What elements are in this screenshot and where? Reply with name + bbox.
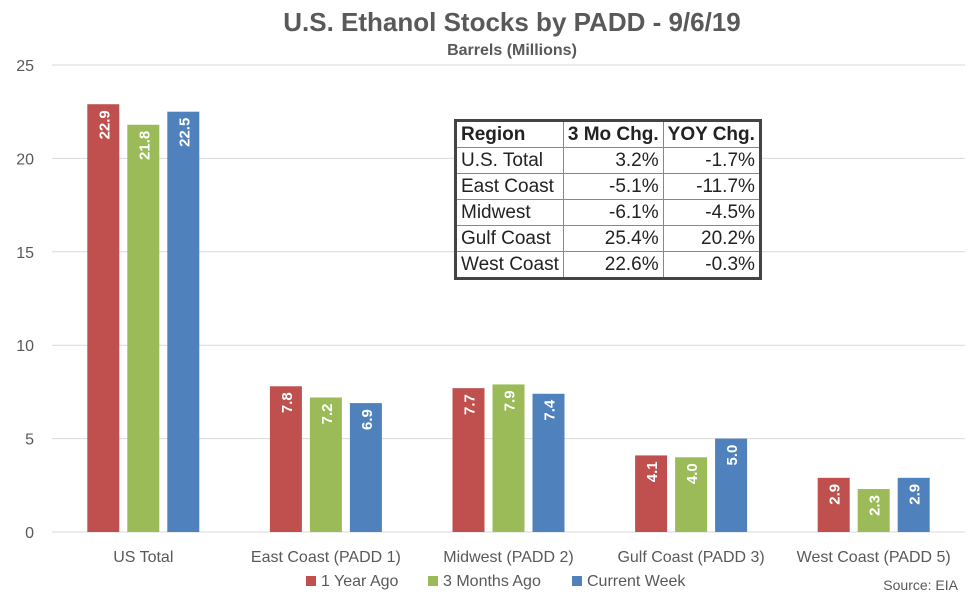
data-label: 7.7 — [462, 394, 479, 415]
y-tick-label: 5 — [25, 432, 34, 449]
data-labels: 22.9 21.8 22.5 7.8 7.2 6.9 7.7 7.9 7.4 4.1 4.0 5.0 2… — [96, 110, 923, 516]
bar — [167, 111, 200, 532]
data-label: 7.4 — [542, 399, 559, 421]
bar — [817, 477, 850, 532]
source-note: Source: EIA — [883, 577, 958, 593]
bar — [675, 457, 708, 532]
x-axis-categories: US Total East Coast (PADD 1) Midwest (PADD… — [113, 549, 951, 566]
table-row: West Coast 22.6% -0.3% — [455, 251, 761, 279]
x-category-label: Midwest (PADD 2) — [443, 549, 573, 566]
y-axis-ticks: 0 5 10 15 20 25 — [16, 58, 34, 542]
table-header-cell: 3 Mo Chg. — [562, 120, 664, 148]
data-label: 21.8 — [136, 131, 153, 160]
table-cell-yoy: -1.7% — [662, 147, 761, 174]
y-tick-label: 10 — [16, 338, 34, 355]
bar — [349, 403, 382, 532]
table-header-cell: Region — [455, 120, 564, 148]
bar — [857, 489, 890, 532]
bar — [635, 455, 668, 532]
bar — [127, 124, 160, 532]
y-tick-label: 25 — [16, 58, 34, 75]
table-cell-region: West Coast — [455, 251, 564, 279]
legend-label: Current Week — [587, 573, 686, 590]
legend-swatch — [306, 576, 316, 586]
y-tick-label: 20 — [16, 151, 34, 168]
data-label: 22.9 — [96, 110, 113, 139]
data-label: 6.9 — [359, 409, 376, 430]
legend-swatch — [572, 576, 582, 586]
table-cell-3mo: -6.1% — [562, 199, 664, 226]
data-label: 7.2 — [319, 404, 336, 425]
bar — [87, 104, 120, 532]
table-cell-3mo: -5.1% — [562, 173, 664, 200]
table-cell-region: U.S. Total — [455, 147, 564, 174]
table-header-row: Region 3 Mo Chg. YOY Chg. — [455, 120, 761, 148]
y-tick-label: 15 — [16, 245, 34, 262]
data-label: 2.3 — [867, 495, 884, 516]
bar — [452, 388, 485, 532]
table-row: Midwest -6.1% -4.5% — [455, 199, 761, 226]
summary-table: Region 3 Mo Chg. YOY Chg. U.S. Total 3.2… — [454, 119, 762, 280]
table-row: East Coast -5.1% -11.7% — [455, 173, 761, 200]
table-row: U.S. Total 3.2% -1.7% — [455, 147, 761, 174]
legend-swatch — [428, 576, 438, 586]
table-cell-3mo: 25.4% — [562, 225, 664, 252]
bar — [532, 393, 565, 532]
data-label: 7.9 — [502, 390, 519, 411]
table-cell-3mo: 22.6% — [562, 251, 664, 279]
x-category-label: West Coast (PADD 5) — [797, 549, 951, 566]
bars — [87, 104, 930, 532]
data-label: 2.9 — [827, 484, 844, 505]
table-cell-yoy: -11.7% — [662, 173, 761, 200]
x-category-label: Gulf Coast (PADD 3) — [617, 549, 764, 566]
chart-subtitle: Barrels (Millions) — [447, 42, 577, 59]
chart-title: U.S. Ethanol Stocks by PADD - 9/6/19 — [283, 7, 741, 37]
y-tick-label: 0 — [25, 525, 34, 542]
data-label: 7.8 — [279, 392, 296, 413]
table-row: Gulf Coast 25.4% 20.2% — [455, 225, 761, 252]
data-label: 5.0 — [724, 445, 741, 466]
bar — [715, 438, 748, 532]
data-label: 2.9 — [907, 484, 924, 505]
table-cell-yoy: 20.2% — [662, 225, 761, 252]
x-category-label: East Coast (PADD 1) — [251, 549, 401, 566]
table-cell-region: Gulf Coast — [455, 225, 564, 252]
table-header-cell: YOY Chg. — [662, 120, 761, 148]
table-cell-region: East Coast — [455, 173, 564, 200]
table-cell-yoy: -4.5% — [662, 199, 761, 226]
legend-label: 3 Months Ago — [443, 573, 541, 590]
x-category-label: US Total — [113, 549, 173, 566]
bar — [269, 386, 302, 532]
data-label: 4.1 — [644, 461, 661, 482]
legend-label: 1 Year Ago — [321, 573, 399, 590]
data-label: 4.0 — [684, 463, 701, 484]
bar — [492, 384, 525, 532]
table-cell-yoy: -0.3% — [662, 251, 761, 279]
legend: 1 Year Ago 3 Months Ago Current Week — [306, 573, 686, 590]
table-cell-region: Midwest — [455, 199, 564, 226]
data-label: 22.5 — [176, 118, 193, 147]
bar — [309, 397, 342, 532]
bar — [897, 477, 930, 532]
table-cell-3mo: 3.2% — [562, 147, 664, 174]
